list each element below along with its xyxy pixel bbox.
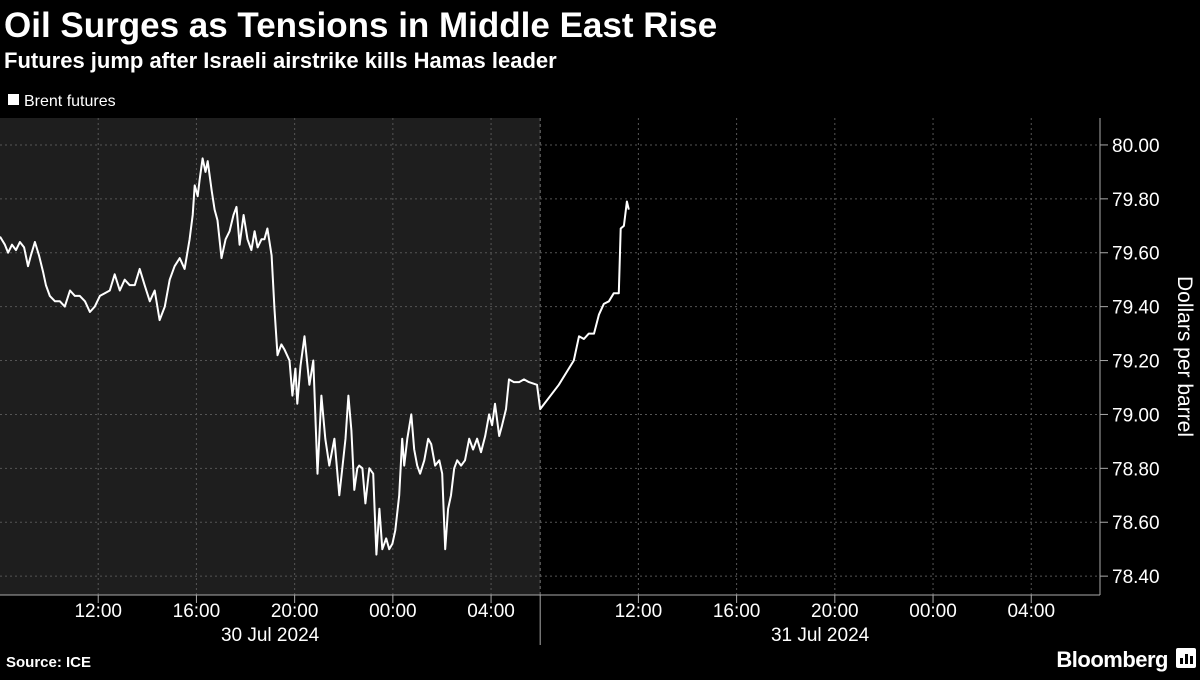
brand-icon [1176,648,1196,668]
source-note: Source: ICE [6,654,91,671]
y-tick-label: 78.40 [1112,567,1160,588]
x-tick-label: 12:00 [74,601,122,622]
x-tick-label: 20:00 [811,601,859,622]
legend-swatch [8,94,19,105]
y-tick-label: 79.40 [1112,298,1160,319]
x-tick-label: 00:00 [369,601,417,622]
y-tick-label: 80.00 [1112,136,1160,157]
y-tick-label: 79.20 [1112,352,1160,373]
brand: Bloomberg [1056,647,1168,672]
x-tick-label: 12:00 [615,601,663,622]
session-label: 31 Jul 2024 [771,625,870,646]
y-axis-title: Dollars per barrel [1173,276,1196,437]
session-label: 30 Jul 2024 [221,625,320,646]
y-tick-label: 78.60 [1112,513,1160,534]
x-tick-label: 04:00 [1007,601,1055,622]
y-tick-label: 79.00 [1112,405,1160,426]
x-tick-label: 16:00 [173,601,221,622]
x-tick-label: 04:00 [467,601,515,622]
series-line [0,157,630,556]
session-shade [0,118,541,595]
x-tick-label: 00:00 [909,601,957,622]
chart-subtitle: Futures jump after Israeli airstrike kil… [4,48,557,73]
chart-title: Oil Surges as Tensions in Middle East Ri… [4,6,717,45]
y-tick-label: 79.80 [1112,190,1160,211]
x-tick-label: 16:00 [713,601,761,622]
y-tick-label: 79.60 [1112,244,1160,265]
legend-label: Brent futures [24,93,116,110]
x-tick-label: 20:00 [271,601,319,622]
y-tick-label: 78.80 [1112,459,1160,480]
